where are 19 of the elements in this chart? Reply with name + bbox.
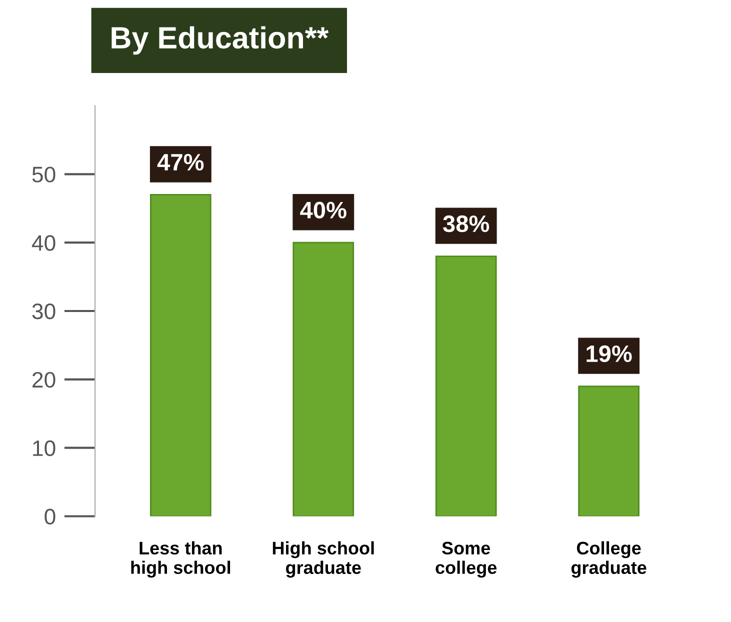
x-tick-label: Some college bbox=[436, 542, 497, 578]
y-tick-label: 0 bbox=[44, 508, 56, 525]
data-label: 38% bbox=[443, 215, 490, 232]
bar bbox=[578, 386, 640, 516]
data-label: 19% bbox=[586, 345, 632, 362]
x-tick-label: Less than high school bbox=[131, 541, 230, 578]
bar bbox=[292, 242, 354, 516]
y-tick-label: 50 bbox=[32, 166, 56, 182]
data-label: 40% bbox=[300, 202, 346, 218]
chart-title: By Education** bbox=[112, 26, 329, 55]
y-tick-label: 30 bbox=[32, 304, 56, 320]
data-label: 47% bbox=[157, 154, 204, 171]
y-tick-label: 40 bbox=[32, 235, 56, 251]
bar bbox=[150, 194, 212, 516]
y-tick-label: 10 bbox=[33, 440, 56, 456]
bar bbox=[435, 256, 497, 516]
x-tick-label: College graduate bbox=[571, 541, 646, 578]
x-tick-label: High school graduate bbox=[272, 541, 374, 578]
y-tick-label: 20 bbox=[32, 372, 56, 388]
